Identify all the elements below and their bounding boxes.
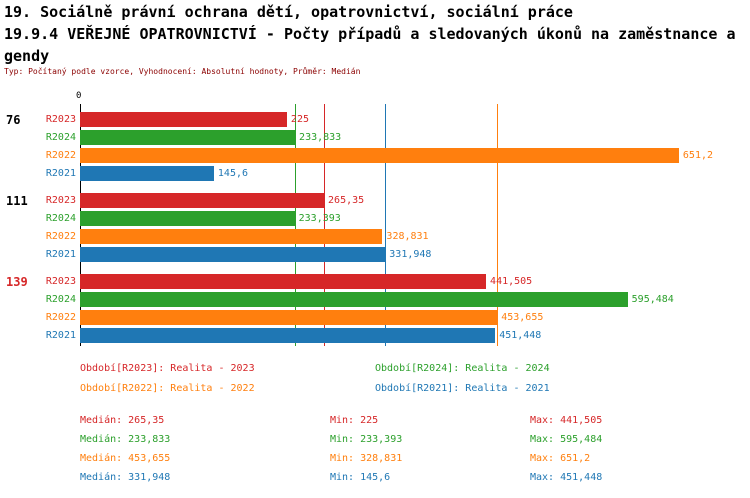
series-label-r2024: R2024 xyxy=(45,213,76,224)
bar-r2023 xyxy=(80,274,487,289)
group-label-111: 111 xyxy=(6,194,28,208)
series-label-r2022: R2022 xyxy=(45,231,76,242)
stat-median-r2023: Medián: 265,35 xyxy=(80,415,165,426)
series-label-r2024: R2024 xyxy=(45,294,76,305)
stat-max-r2021: Max: 451,448 xyxy=(530,472,603,483)
bar-r2023 xyxy=(80,193,325,208)
legend-item-r2024: Období[R2024]: Realita - 2024 xyxy=(375,363,550,374)
bar-value-label: 145,6 xyxy=(217,168,249,179)
bar-r2024 xyxy=(80,211,295,226)
stat-min-r2024: Min: 233,393 xyxy=(330,434,403,445)
stat-min-r2023: Min: 225 xyxy=(330,415,379,426)
bar-value-label: 453,655 xyxy=(501,312,544,323)
bar-r2022 xyxy=(80,229,383,244)
median-line-r2022 xyxy=(497,104,499,346)
median-line-r2024 xyxy=(295,104,297,346)
series-label-r2023: R2023 xyxy=(45,195,76,206)
series-label-r2023: R2023 xyxy=(45,114,76,125)
bar-r2021 xyxy=(80,166,214,181)
bar-value-label: 331,948 xyxy=(389,249,432,260)
bar-r2024 xyxy=(80,130,296,145)
series-label-r2021: R2021 xyxy=(45,330,76,341)
series-label-r2023: R2023 xyxy=(45,276,76,287)
chart-title-line3: gendy xyxy=(4,47,50,65)
series-label-r2022: R2022 xyxy=(45,150,76,161)
legend-item-r2023: Období[R2023]: Realita - 2023 xyxy=(80,363,255,374)
series-label-r2024: R2024 xyxy=(45,132,76,143)
legend-item-r2021: Období[R2021]: Realita - 2021 xyxy=(375,383,550,394)
bar-value-label: 233,393 xyxy=(298,213,341,224)
stat-median-r2022: Medián: 453,655 xyxy=(80,453,171,464)
bar-value-label: 328,831 xyxy=(386,231,429,242)
bar-value-label: 441,505 xyxy=(490,276,533,287)
bar-r2021 xyxy=(80,247,386,262)
stat-max-r2024: Max: 595,484 xyxy=(530,434,603,445)
stat-min-r2022: Min: 328,831 xyxy=(330,453,403,464)
bar-r2022 xyxy=(80,148,679,163)
stat-max-r2023: Max: 441,505 xyxy=(530,415,603,426)
series-label-r2021: R2021 xyxy=(45,168,76,179)
x-axis-origin-label: 0 xyxy=(76,91,82,101)
bar-value-label: 451,448 xyxy=(499,330,542,341)
median-line-r2023 xyxy=(324,104,326,346)
stat-median-r2021: Medián: 331,948 xyxy=(80,472,171,483)
chart-subtitle: Typ: Počítaný podle vzorce, Vyhodnocení:… xyxy=(4,67,361,76)
stat-min-r2021: Min: 145,6 xyxy=(330,472,391,483)
bar-value-label: 233,833 xyxy=(299,132,342,143)
chart-title-line1: 19. Sociálně právní ochrana dětí, opatro… xyxy=(4,3,573,21)
bar-value-label: 265,35 xyxy=(328,195,365,206)
bar-r2022 xyxy=(80,310,498,325)
group-label-139: 139 xyxy=(6,275,28,289)
bar-r2023 xyxy=(80,112,287,127)
stat-max-r2022: Max: 651,2 xyxy=(530,453,591,464)
group-label-76: 76 xyxy=(6,113,21,127)
median-line-r2021 xyxy=(385,104,387,346)
chart-title-line2: 19.9.4 VEŘEJNÉ OPATROVNICTVÍ - Počty pří… xyxy=(4,25,736,43)
stat-median-r2024: Medián: 233,833 xyxy=(80,434,171,445)
series-label-r2022: R2022 xyxy=(45,312,76,323)
bar-r2024 xyxy=(80,292,628,307)
bar-r2021 xyxy=(80,328,496,343)
bar-value-label: 225 xyxy=(290,114,309,125)
legend-item-r2022: Období[R2022]: Realita - 2022 xyxy=(80,383,255,394)
series-label-r2021: R2021 xyxy=(45,249,76,260)
bar-value-label: 595,484 xyxy=(631,294,674,305)
bar-value-label: 651,2 xyxy=(682,150,714,161)
